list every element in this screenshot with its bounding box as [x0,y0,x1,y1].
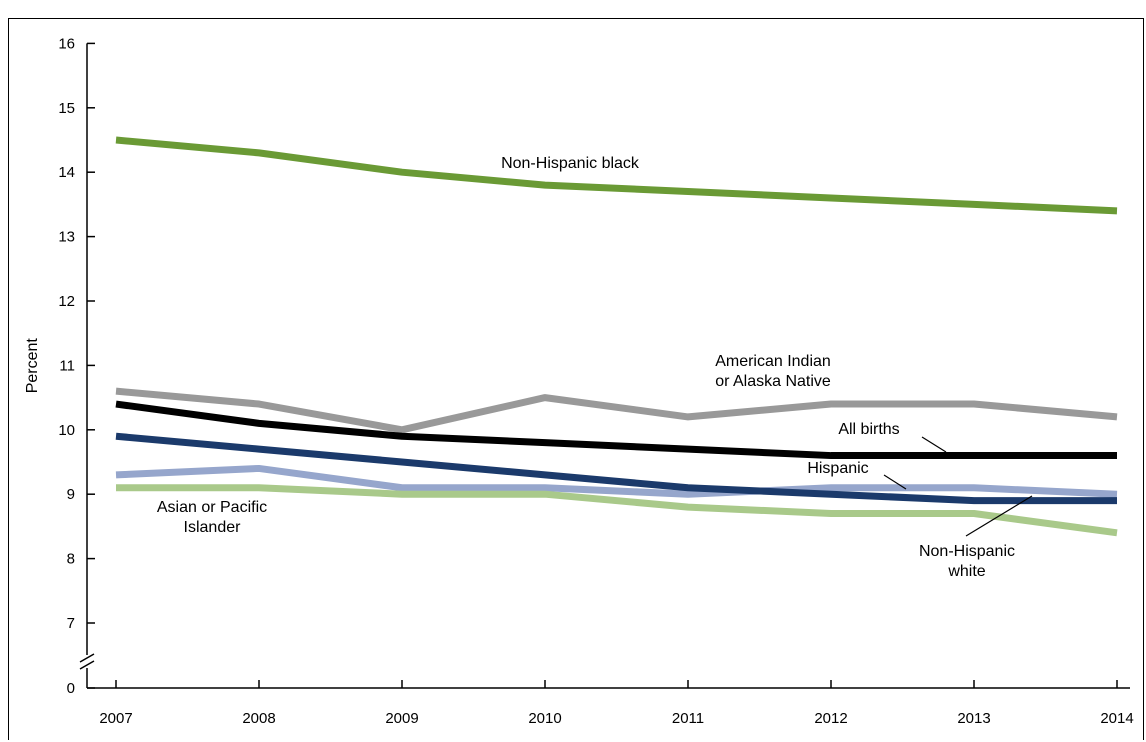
y-tick-label: 16 [58,35,75,52]
x-tick-label: 2012 [814,710,847,727]
series-label-american-indian-or-alaska-native: American Indian [715,353,831,370]
y-tick-label: 13 [58,229,75,246]
y-tick-label: 12 [58,293,75,310]
x-tick-label: 2011 [672,710,704,727]
series-line-american-indian-or-alaska-native [115,387,1118,434]
series-line-all-births [115,400,1117,460]
series-label-asian-or-pacific-islander: Islander [184,519,242,536]
y-tick-label: 15 [58,100,75,117]
x-tick-label: 2013 [957,710,990,727]
y-tick-label: 14 [58,164,75,181]
y-tick-label: 10 [58,422,75,439]
series-label-american-indian-or-alaska-native: or Alaska Native [715,373,831,390]
series-label-asian-or-pacific-islander: Asian or Pacific [157,499,267,516]
y-tick-label: 9 [67,486,75,503]
series-line-non-hispanic-white [115,432,1117,505]
leader-line-non-hispanic-white [965,495,1033,537]
y-tick-label: 11 [59,357,75,374]
axis-break-mark [79,653,95,670]
chart-frame [8,18,1144,740]
leader-line-hispanic [883,474,907,490]
series-line-non-hispanic-black [115,136,1118,215]
series-label-non-hispanic-white: Non-Hispanic [919,543,1015,560]
series-label-hispanic: Hispanic [807,460,868,477]
y-tick-label: 0 [67,680,75,697]
y-tick-label: 8 [67,551,75,568]
y-axis-title: Percent [24,338,41,394]
x-tick-label: 2007 [99,710,132,727]
x-tick-label: 2009 [385,710,418,727]
series-label-non-hispanic-black: Non-Hispanic black [501,155,640,172]
y-tick-label: 7 [67,615,75,632]
x-tick-label: 2008 [242,710,275,727]
x-tick-label: 2014 [1100,710,1133,727]
series-line-hispanic [115,464,1118,498]
series-label-non-hispanic-white: white [947,563,985,580]
series-label-all-births: All births [838,421,899,438]
leader-line-all-births [921,436,947,453]
x-tick-label: 2010 [528,710,561,727]
series-line-asian-or-pacific-islander [116,484,1118,537]
